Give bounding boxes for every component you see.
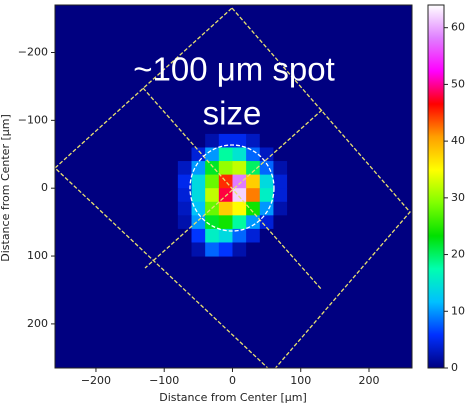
heat-cell <box>287 242 301 256</box>
heat-cell <box>178 120 192 134</box>
heat-cell <box>287 175 301 189</box>
x-tick-label: 0 <box>229 374 236 387</box>
y-tick-label: −200 <box>18 45 48 58</box>
heat-cell <box>178 161 192 175</box>
heat-cell <box>232 188 246 202</box>
heat-cell <box>246 202 260 216</box>
heat-cell <box>273 120 287 134</box>
y-axis-label: Distance from Center [μm] <box>0 114 12 262</box>
heat-cell <box>164 147 178 161</box>
heat-cell <box>232 242 246 256</box>
heat-cell <box>273 175 287 189</box>
y-tick-label: 200 <box>27 317 48 330</box>
heat-cell <box>178 147 192 161</box>
heat-cell <box>246 229 260 243</box>
heat-cell <box>164 161 178 175</box>
heat-cell <box>260 229 274 243</box>
colorbar-tick-label: 0 <box>451 361 458 374</box>
x-tick-label: −200 <box>81 374 111 387</box>
heat-cell <box>205 242 219 256</box>
heat-cell <box>246 242 260 256</box>
heat-cell <box>219 215 233 229</box>
heat-cell <box>260 202 274 216</box>
annotation: ~100 μm spot <box>133 51 335 88</box>
heat-cell <box>192 242 206 256</box>
heat-cell <box>273 229 287 243</box>
heat-cell <box>192 215 206 229</box>
heat-cell <box>287 229 301 243</box>
heat-cell <box>164 215 178 229</box>
heat-cell <box>260 242 274 256</box>
heat-cell <box>178 188 192 202</box>
x-tick-label: 100 <box>290 374 311 387</box>
heat-cell <box>205 134 219 148</box>
heat-cell <box>205 147 219 161</box>
heat-cell <box>287 202 301 216</box>
heat-cell <box>287 188 301 202</box>
heat-cell <box>273 202 287 216</box>
heat-cell <box>164 120 178 134</box>
y-tick-label: −100 <box>18 113 48 126</box>
heat-cell <box>273 188 287 202</box>
colorbar <box>428 5 444 368</box>
chart: ~100 μm spot size Distance from Center [… <box>0 0 474 408</box>
heat-cell <box>260 175 274 189</box>
heat-cell <box>178 202 192 216</box>
heat-cell <box>246 175 260 189</box>
heat-cell <box>232 229 246 243</box>
heat-cell <box>246 134 260 148</box>
heat-cell <box>273 242 287 256</box>
heat-cell <box>192 175 206 189</box>
heat-cell <box>164 202 178 216</box>
heat-cell <box>232 202 246 216</box>
heat-cell <box>192 188 206 202</box>
heat-cell <box>287 134 301 148</box>
heat-cell <box>164 134 178 148</box>
heat-cell <box>246 188 260 202</box>
heat-cell <box>232 147 246 161</box>
heat-cell <box>192 229 206 243</box>
heat-cell <box>164 242 178 256</box>
heat-cell <box>164 188 178 202</box>
heat-cell <box>273 147 287 161</box>
heat-cell <box>273 134 287 148</box>
colorbar-tick-label: 10 <box>451 304 465 317</box>
heat-cell <box>287 161 301 175</box>
colorbar-tick-label: 20 <box>451 248 465 261</box>
heat-cell <box>260 120 274 134</box>
colorbar-tick-label: 60 <box>451 21 465 34</box>
y-tick-label: 100 <box>27 249 48 262</box>
heat-cell <box>192 161 206 175</box>
annotation: size <box>203 95 262 132</box>
x-axis-label: Distance from Center [μm] <box>159 391 307 404</box>
heat-cell <box>246 161 260 175</box>
heat-cell <box>273 161 287 175</box>
heat-cell <box>205 229 219 243</box>
heat-cell <box>178 242 192 256</box>
heat-cell <box>232 175 246 189</box>
heat-cell <box>287 147 301 161</box>
heat-cell <box>205 188 219 202</box>
heat-cell <box>205 161 219 175</box>
colorbar-tick-label: 50 <box>451 77 465 90</box>
x-tick-label: 200 <box>358 374 379 387</box>
heat-cell <box>287 215 301 229</box>
heat-cell <box>205 175 219 189</box>
heat-cell <box>260 134 274 148</box>
x-tick-label: −100 <box>149 374 179 387</box>
heat-cell <box>232 215 246 229</box>
heat-cell <box>219 147 233 161</box>
y-tick-label: 0 <box>41 181 48 194</box>
heat-cell <box>232 161 246 175</box>
heat-cell <box>164 175 178 189</box>
heat-cell <box>192 134 206 148</box>
heat-cell <box>273 215 287 229</box>
heat-cell <box>219 202 233 216</box>
heat-cell <box>192 147 206 161</box>
colorbar-tick-label: 30 <box>451 191 465 204</box>
heat-cell <box>219 242 233 256</box>
colorbar-tick-label: 40 <box>451 134 465 147</box>
heat-cell <box>287 120 301 134</box>
heat-cell <box>219 161 233 175</box>
